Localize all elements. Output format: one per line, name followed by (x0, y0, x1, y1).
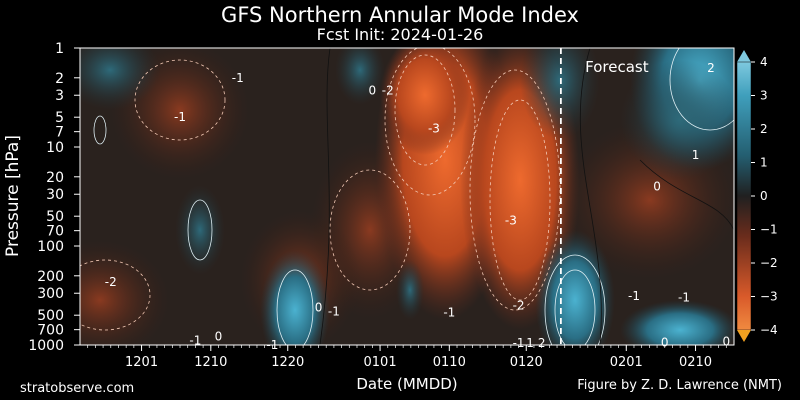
chart-title: GFS Northern Annular Mode Index (221, 3, 579, 27)
colorbar-tick-label: 2 (760, 122, 768, 136)
y-tick-label: 10 (46, 140, 64, 156)
y-tick-label: 50 (46, 209, 64, 225)
plot-frame (79, 47, 735, 346)
y-tick-label: 70 (46, 224, 64, 240)
y-tick-label: 300 (37, 286, 64, 302)
contour-label: 0 (653, 179, 661, 193)
y-tick-label: 2 (55, 71, 64, 87)
colorbar-tick-label: 0 (760, 189, 768, 203)
contour-label: 2 (707, 61, 715, 75)
colorbar-tick-label: −4 (760, 323, 778, 337)
chart-subtitle: Fcst Init: 2024-01-26 (316, 25, 484, 44)
y-tick-label: 100 (37, 239, 64, 255)
footer-site: stratobserve.com (20, 381, 135, 396)
contour-label: 0 (722, 334, 730, 348)
y-axis-label: Pressure [hPa] (3, 135, 23, 257)
contour-label: -3 (505, 213, 517, 227)
contour-label: 0 (661, 335, 669, 349)
y-tick-label: 1 (55, 41, 64, 57)
y-tick-label: 5 (55, 110, 64, 126)
x-tick-label: 0110 (433, 355, 466, 370)
y-tick-label: 700 (37, 323, 64, 339)
colorbar-tick-label: 4 (760, 55, 768, 69)
x-tick-label: 1220 (271, 355, 304, 370)
contour-label: -2 (105, 275, 117, 289)
x-axis: 1201 1210 1220 0101 0110 0120 0201 0210 (87, 345, 727, 370)
contour-label: -2 (513, 299, 525, 313)
forecast-label: Forecast (585, 58, 649, 76)
x-tick-label: 1210 (194, 355, 227, 370)
contour-label: -1 (174, 110, 186, 124)
y-tick-label: 500 (37, 308, 64, 324)
colorbar-tick-label: 1 (760, 156, 768, 170)
x-tick-label: 1201 (125, 355, 158, 370)
y-tick-label: 1000 (28, 338, 64, 354)
y-tick-label: 3 (55, 88, 64, 104)
x-tick-label: 0101 (364, 355, 397, 370)
contour-label: -2 (382, 84, 394, 98)
contour-label: -1 (328, 305, 340, 319)
colorbar-tick-label: 3 (760, 89, 768, 103)
colorbar-top-arrow (737, 50, 751, 62)
y-tick-label: 20 (46, 170, 64, 186)
colorbar-bar (736, 61, 752, 331)
y-tick-label: 200 (37, 269, 64, 285)
contour-label: -1 (189, 333, 201, 347)
contour-label: -1 (232, 71, 244, 85)
contour-label: 0 (369, 84, 377, 98)
contour-label: 1 (692, 148, 700, 162)
x-axis-label: Date (MMDD) (356, 375, 457, 393)
contour-label: 2 (538, 336, 546, 350)
footer-credit: Figure by Z. D. Lawrence (NMT) (577, 378, 782, 393)
colorbar-bottom-arrow (737, 330, 751, 342)
contour-label: 0 (315, 301, 323, 315)
contour-label: -1 (513, 336, 525, 350)
contour-label: -1 (628, 289, 640, 303)
x-tick-label: 0210 (679, 355, 712, 370)
contour-label: -1 (443, 306, 455, 320)
y-tick-label: 7 (55, 125, 64, 141)
x-tick-label: 0201 (610, 355, 643, 370)
colorbar-tick-label: −2 (760, 256, 778, 270)
colorbar-tick-label: −1 (760, 223, 778, 237)
contour-label: 0 (215, 329, 223, 343)
contour-label: -1 (678, 290, 690, 304)
y-tick-label: 30 (46, 187, 64, 203)
contour-label: 1 (526, 336, 534, 350)
contour-label: -3 (428, 121, 440, 135)
colorbar-tick-label: −3 (760, 290, 778, 304)
colorbar: 4 3 2 1 0 −1 −2 −3 −4 (736, 50, 778, 342)
x-tick-label: 0120 (510, 355, 543, 370)
